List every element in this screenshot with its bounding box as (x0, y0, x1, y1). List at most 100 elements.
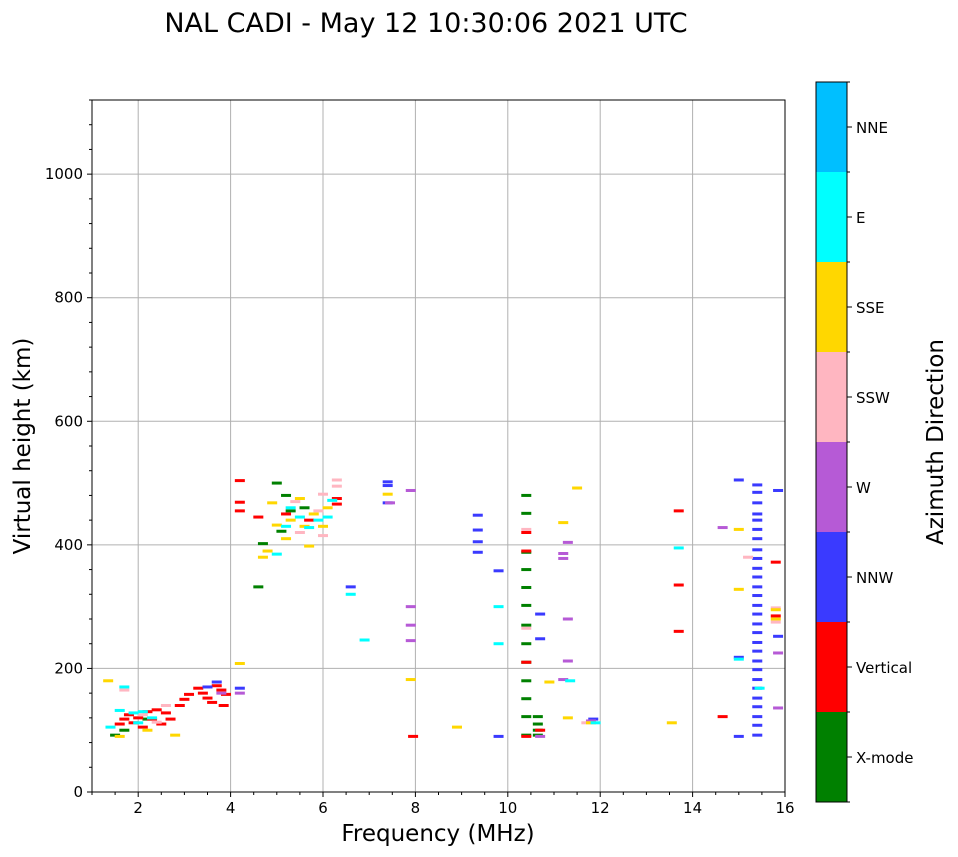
plot-area: 2 4 6 8 10 12 14 16 0 200 400 600 800 1000 (45, 99, 795, 817)
data-point (119, 717, 130, 721)
data-point (281, 493, 292, 497)
colorbar-segment (816, 622, 847, 712)
data-point (562, 659, 573, 663)
data-point (285, 506, 296, 510)
data-point (405, 639, 416, 643)
grid (92, 100, 785, 792)
data-point (211, 684, 222, 688)
colorbar-tick-label: SSE (856, 299, 885, 317)
data-point (202, 685, 213, 689)
data-point (752, 649, 763, 653)
data-point (752, 537, 763, 541)
data-point (521, 603, 532, 607)
data-point (137, 710, 148, 714)
data-point (271, 523, 282, 527)
colorbar-tick-label: SSW (856, 389, 890, 407)
data-point (752, 678, 763, 682)
data-point (382, 484, 393, 488)
data-point (382, 480, 393, 484)
data-point (262, 549, 273, 553)
data-point (752, 612, 763, 616)
data-point (752, 518, 763, 522)
data-point (193, 686, 204, 690)
data-point (752, 705, 763, 709)
data-point (717, 526, 728, 530)
data-point (752, 640, 763, 644)
data-point (160, 704, 171, 707)
data-point (114, 734, 125, 738)
data-point (318, 492, 328, 496)
data-point (743, 555, 754, 559)
data-point (322, 506, 333, 510)
data-point (752, 603, 763, 607)
data-point (752, 594, 763, 598)
data-point (234, 691, 245, 695)
data-point (165, 717, 176, 721)
y-tick-label: 0 (73, 783, 83, 801)
x-axis-label: Frequency (MHz) (341, 821, 534, 847)
colorbar-segment (816, 442, 847, 532)
data-point (752, 490, 763, 494)
data-point (318, 524, 328, 528)
data-point (752, 512, 763, 516)
data-point (521, 511, 532, 515)
data-point (521, 531, 532, 534)
data-point (590, 721, 601, 725)
data-point (572, 486, 583, 490)
data-point (405, 623, 416, 627)
data-point (211, 680, 222, 684)
series-w (216, 488, 784, 738)
data-point (562, 617, 573, 621)
data-point (128, 711, 139, 715)
data-point (752, 483, 763, 487)
y-tick-label: 1000 (45, 165, 83, 183)
data-point (133, 716, 144, 720)
y-tick-label: 400 (54, 536, 83, 554)
colorbar-tick-label: W (856, 479, 871, 497)
data-points (103, 478, 784, 738)
data-point (521, 660, 532, 664)
data-point (331, 497, 342, 501)
data-point (521, 734, 532, 738)
data-point (147, 716, 158, 720)
x-tick-label: 16 (775, 799, 794, 817)
data-point (257, 542, 268, 546)
data-point (294, 515, 305, 519)
x-axis-ticks: 2 4 6 8 10 12 14 16 (91, 792, 795, 817)
data-point (773, 634, 784, 638)
data-point (281, 537, 292, 541)
data-point (405, 678, 416, 682)
colorbar-segment (816, 262, 847, 352)
data-point (331, 502, 342, 506)
data-point (276, 529, 287, 533)
colorbar-segment (816, 532, 847, 622)
data-point (331, 484, 342, 488)
data-point (493, 642, 504, 646)
data-point (304, 518, 315, 522)
data-point (558, 556, 569, 560)
data-point (535, 612, 546, 616)
data-point (752, 548, 763, 552)
data-point (565, 679, 576, 683)
data-point (472, 550, 483, 554)
data-point (137, 713, 148, 717)
data-point (733, 655, 744, 659)
data-point (119, 685, 130, 689)
data-point (535, 734, 546, 738)
colorbar-tick-label: Vertical (856, 659, 912, 677)
data-point (521, 493, 532, 497)
data-point (558, 552, 569, 556)
data-point (521, 642, 532, 646)
data-point (285, 509, 296, 513)
data-point (218, 704, 229, 707)
data-point (717, 715, 728, 719)
x-tick-label: 2 (133, 799, 143, 817)
data-point (216, 688, 227, 692)
data-point (752, 696, 763, 700)
colorbar: X-mode Vertical NNW W SSW SSE E NNE (815, 81, 913, 803)
x-tick-label: 4 (226, 799, 236, 817)
data-point (271, 481, 282, 485)
colorbar-tick-label: NNW (856, 569, 893, 587)
data-point (151, 708, 162, 712)
y-axis-ticks: 0 200 400 600 800 1000 (45, 99, 92, 801)
